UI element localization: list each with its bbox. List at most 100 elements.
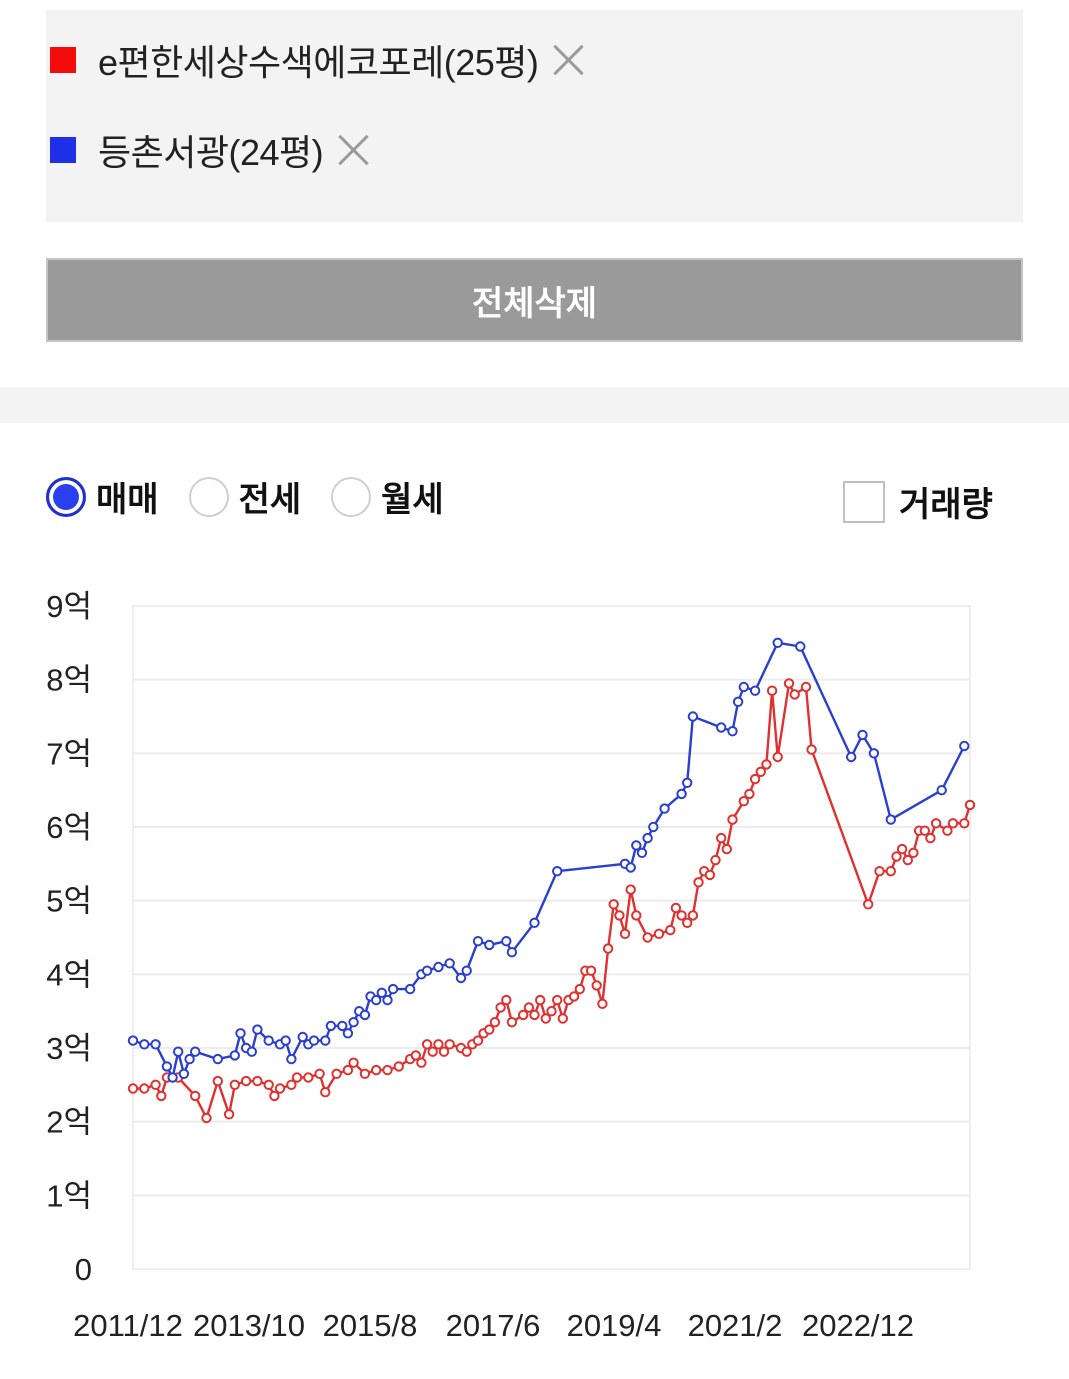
data-point[interactable] (716, 722, 727, 733)
data-point[interactable] (263, 1079, 274, 1090)
data-point[interactable] (190, 1090, 201, 1102)
data-point[interactable] (433, 1039, 444, 1050)
data-point[interactable] (173, 1046, 184, 1057)
data-point[interactable] (320, 1035, 331, 1046)
data-point[interactable] (772, 637, 783, 649)
data-point[interactable] (885, 814, 896, 825)
data-point[interactable] (501, 994, 512, 1006)
data-point[interactable] (342, 1028, 354, 1039)
data-point[interactable] (506, 947, 518, 958)
data-point[interactable] (484, 1024, 495, 1035)
data-point[interactable] (433, 961, 444, 973)
radio-unselected-icon[interactable] (188, 476, 229, 517)
data-point[interactable] (127, 1083, 139, 1094)
data-point[interactable] (410, 1050, 421, 1061)
data-point[interactable] (444, 958, 455, 969)
data-point[interactable] (297, 1031, 308, 1043)
data-point[interactable] (269, 1090, 280, 1102)
data-point[interactable] (291, 1072, 303, 1083)
data-point[interactable] (252, 1075, 263, 1087)
data-point[interactable] (608, 899, 619, 910)
data-point[interactable] (896, 843, 908, 855)
data-point[interactable] (925, 832, 936, 844)
data-point[interactable] (201, 1112, 212, 1124)
data-point[interactable] (670, 902, 682, 914)
data-point[interactable] (687, 711, 699, 722)
data-point[interactable] (472, 936, 484, 947)
data-point[interactable] (139, 1039, 150, 1050)
data-point[interactable] (150, 1039, 161, 1050)
data-point[interactable] (546, 1006, 557, 1017)
data-point[interactable] (150, 1079, 161, 1090)
data-point[interactable] (416, 1057, 427, 1068)
data-point[interactable] (461, 1046, 472, 1057)
data-point[interactable] (535, 994, 546, 1006)
data-point[interactable] (772, 751, 783, 763)
data-point[interactable] (484, 939, 495, 951)
data-point[interactable] (636, 847, 648, 858)
data-point[interactable] (614, 910, 625, 921)
data-point[interactable] (421, 1039, 433, 1050)
data-point[interactable] (501, 936, 512, 947)
data-point[interactable] (631, 910, 642, 921)
data-point[interactable] (280, 1035, 291, 1046)
data-point[interactable] (229, 1050, 241, 1061)
volume-toggle[interactable]: 거래량 (843, 477, 993, 526)
data-point[interactable] (178, 1068, 190, 1079)
data-point[interactable] (676, 788, 687, 800)
data-point[interactable] (557, 1013, 568, 1024)
data-point[interactable] (625, 884, 636, 895)
data-point[interactable] (529, 917, 540, 928)
data-point[interactable] (552, 994, 563, 1006)
data-point[interactable] (959, 740, 970, 752)
data-point[interactable] (252, 1024, 263, 1035)
data-point[interactable] (602, 943, 614, 954)
data-point[interactable] (359, 1009, 371, 1021)
data-point[interactable] (303, 1072, 314, 1083)
data-point[interactable] (212, 1075, 224, 1087)
data-point[interactable] (964, 799, 976, 811)
data-point[interactable] (942, 825, 953, 836)
data-point[interactable] (348, 1017, 359, 1028)
data-point[interactable] (857, 729, 868, 741)
data-point[interactable] (710, 854, 721, 866)
data-point[interactable] (902, 854, 913, 866)
data-point[interactable] (421, 965, 433, 976)
data-point[interactable] (806, 744, 817, 755)
data-point[interactable] (716, 832, 727, 844)
data-point[interactable] (704, 869, 716, 881)
data-point[interactable] (959, 818, 970, 829)
data-point[interactable] (738, 681, 749, 693)
data-point[interactable] (868, 748, 880, 759)
data-point[interactable] (404, 983, 416, 995)
data-point[interactable] (676, 910, 687, 921)
data-point[interactable] (795, 641, 806, 652)
data-point[interactable] (240, 1075, 252, 1087)
data-point[interactable] (874, 866, 885, 877)
data-point[interactable] (727, 814, 738, 825)
data-point[interactable] (461, 965, 472, 976)
data-point[interactable] (523, 1002, 535, 1013)
radio-selected-icon[interactable] (46, 476, 86, 517)
data-point[interactable] (930, 818, 942, 829)
data-point[interactable] (472, 1035, 484, 1046)
data-point[interactable] (789, 689, 800, 700)
data-point[interactable] (761, 759, 772, 770)
data-point[interactable] (337, 1020, 348, 1032)
data-point[interactable] (359, 1068, 371, 1079)
data-point[interactable] (342, 1064, 354, 1076)
data-point[interactable] (506, 1017, 518, 1028)
data-point[interactable] (223, 1109, 235, 1120)
data-point[interactable] (732, 696, 744, 708)
data-point[interactable] (156, 1090, 167, 1102)
data-point[interactable] (682, 777, 693, 789)
data-point[interactable] (552, 866, 563, 877)
data-point[interactable] (489, 1017, 501, 1028)
data-point[interactable] (682, 917, 693, 928)
close-icon[interactable] (552, 44, 584, 76)
data-point[interactable] (885, 866, 896, 877)
data-point[interactable] (568, 991, 580, 1002)
data-point[interactable] (382, 1064, 393, 1076)
data-point[interactable] (286, 1053, 297, 1065)
data-point[interactable] (665, 924, 676, 936)
